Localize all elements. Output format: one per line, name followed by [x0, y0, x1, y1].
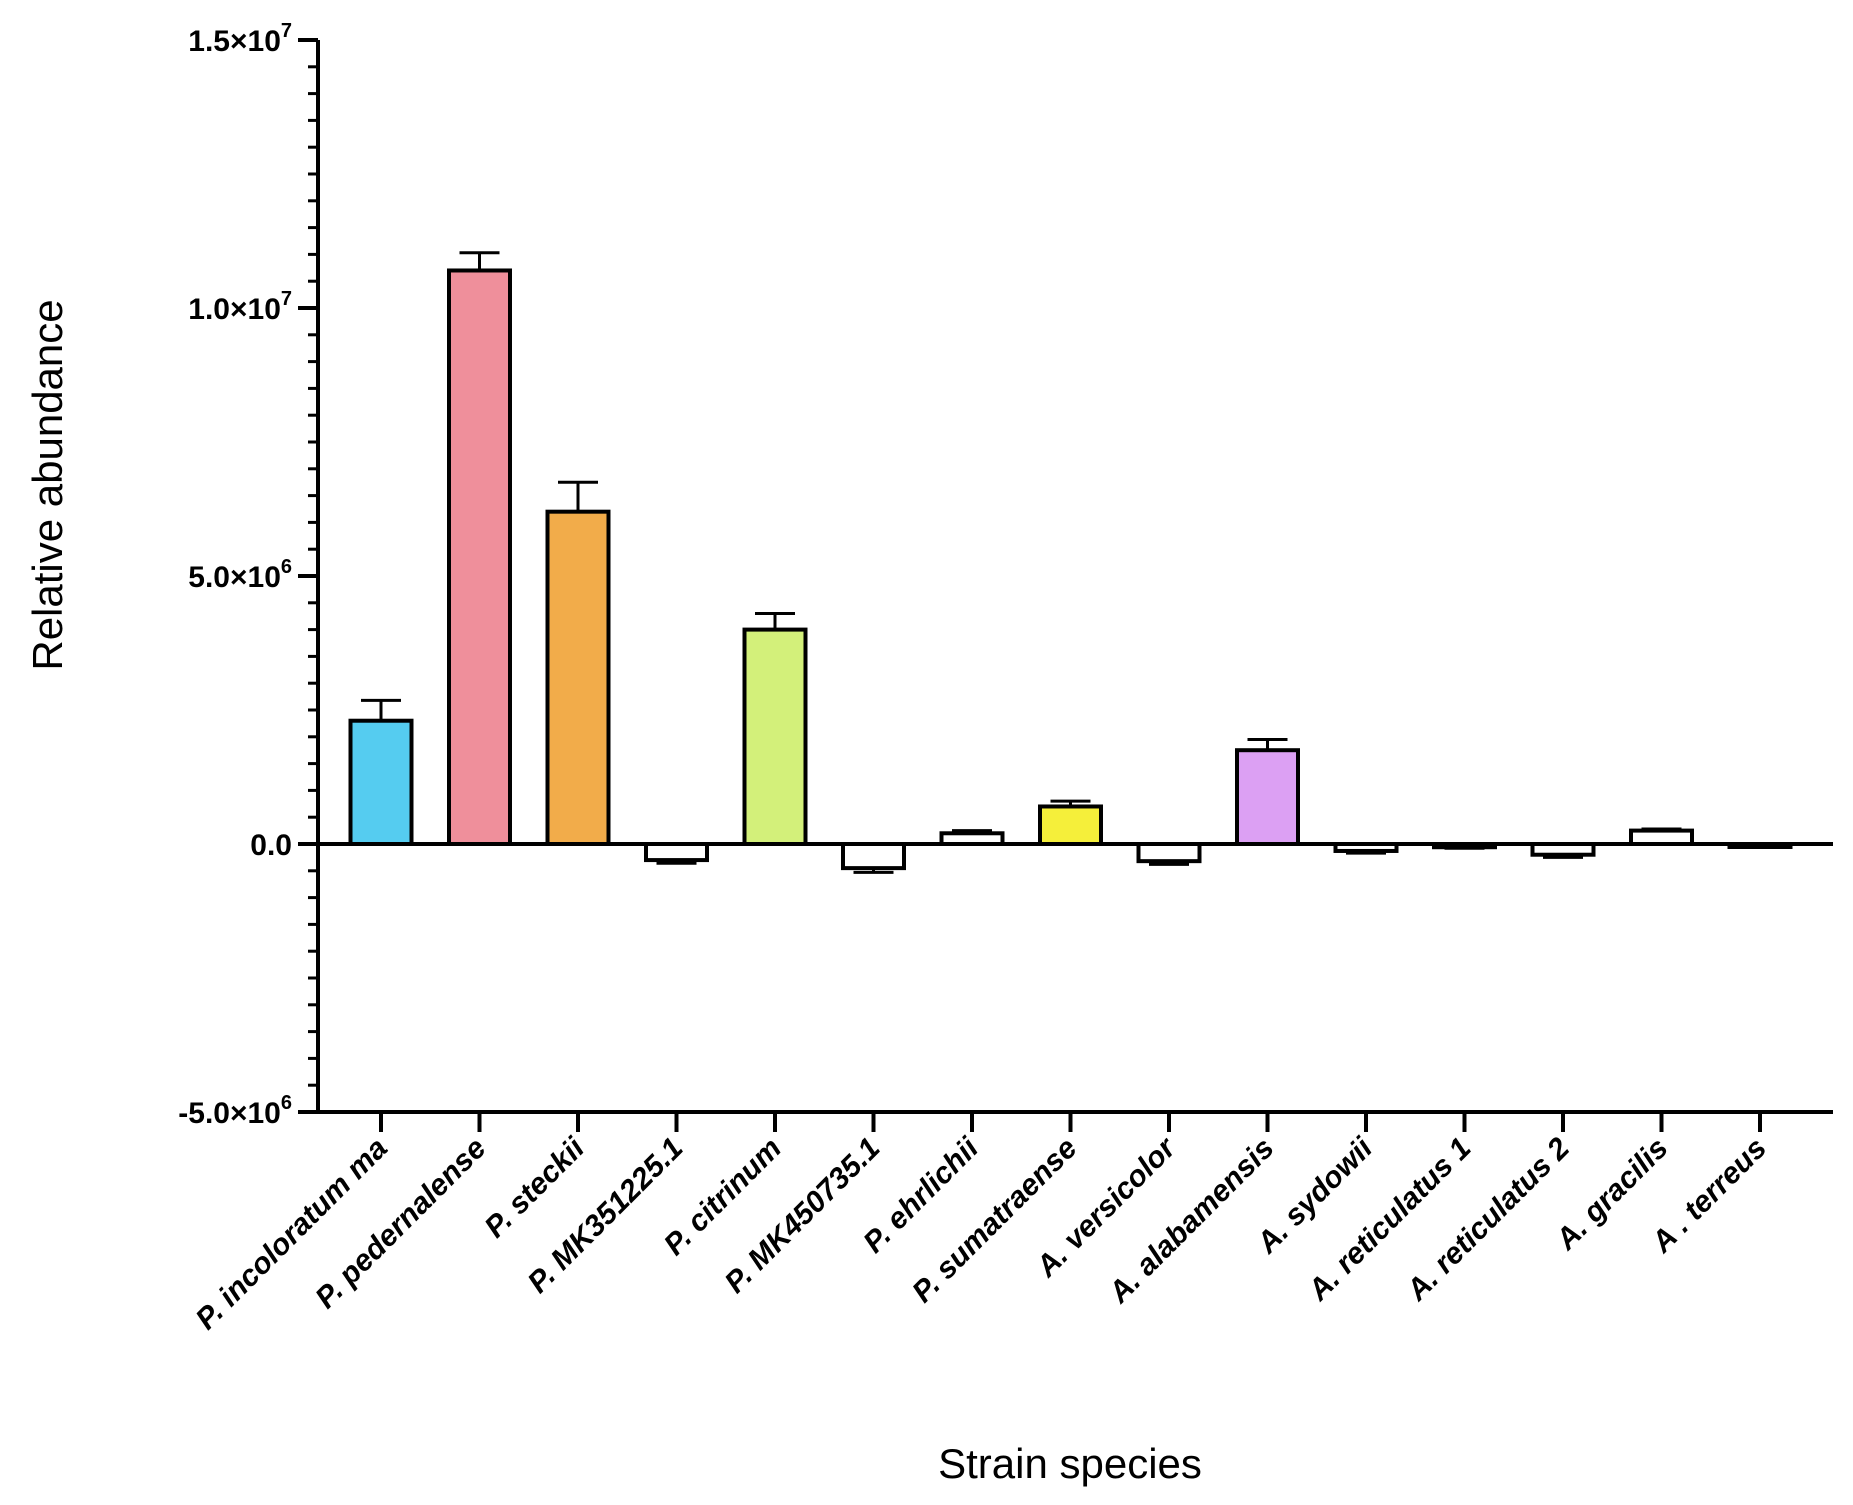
y-tick-label: 1.0×107 — [188, 288, 292, 326]
bar — [742, 627, 808, 846]
x-tick-label: A. reticulatus 1 — [1301, 1132, 1477, 1308]
x-tick-label: A. alabamensis — [1102, 1132, 1281, 1311]
y-tick-label: 1.5×107 — [188, 20, 292, 58]
x-axis-title: Strain species — [938, 1440, 1202, 1487]
x-tick-label: P. sumatraense — [906, 1132, 1083, 1309]
bar — [1629, 828, 1694, 846]
bar — [447, 268, 512, 847]
bar — [1235, 748, 1300, 847]
bar — [841, 842, 906, 871]
x-tick-label: P. pedernalense — [309, 1132, 492, 1315]
bar — [644, 842, 709, 863]
y-axis-title: Relative abundance — [24, 299, 71, 670]
y-tick-label: 5.0×106 — [188, 556, 292, 594]
x-tick-label: P. incoloratum ma — [189, 1132, 393, 1336]
y-tick-label: -5.0×106 — [178, 1092, 292, 1130]
bar — [348, 718, 414, 846]
bar — [1136, 842, 1202, 864]
bars — [348, 268, 1793, 871]
bar — [545, 509, 611, 846]
bar — [1038, 804, 1103, 846]
y-tick-label: 0.0 — [250, 829, 292, 862]
x-tick-label: A. reticulatus 2 — [1400, 1131, 1576, 1307]
y-axis: 1.5×107 1.0×107 5.0×106 0.0 -5.0×106 — [178, 20, 320, 1130]
error-bars — [361, 251, 1780, 874]
